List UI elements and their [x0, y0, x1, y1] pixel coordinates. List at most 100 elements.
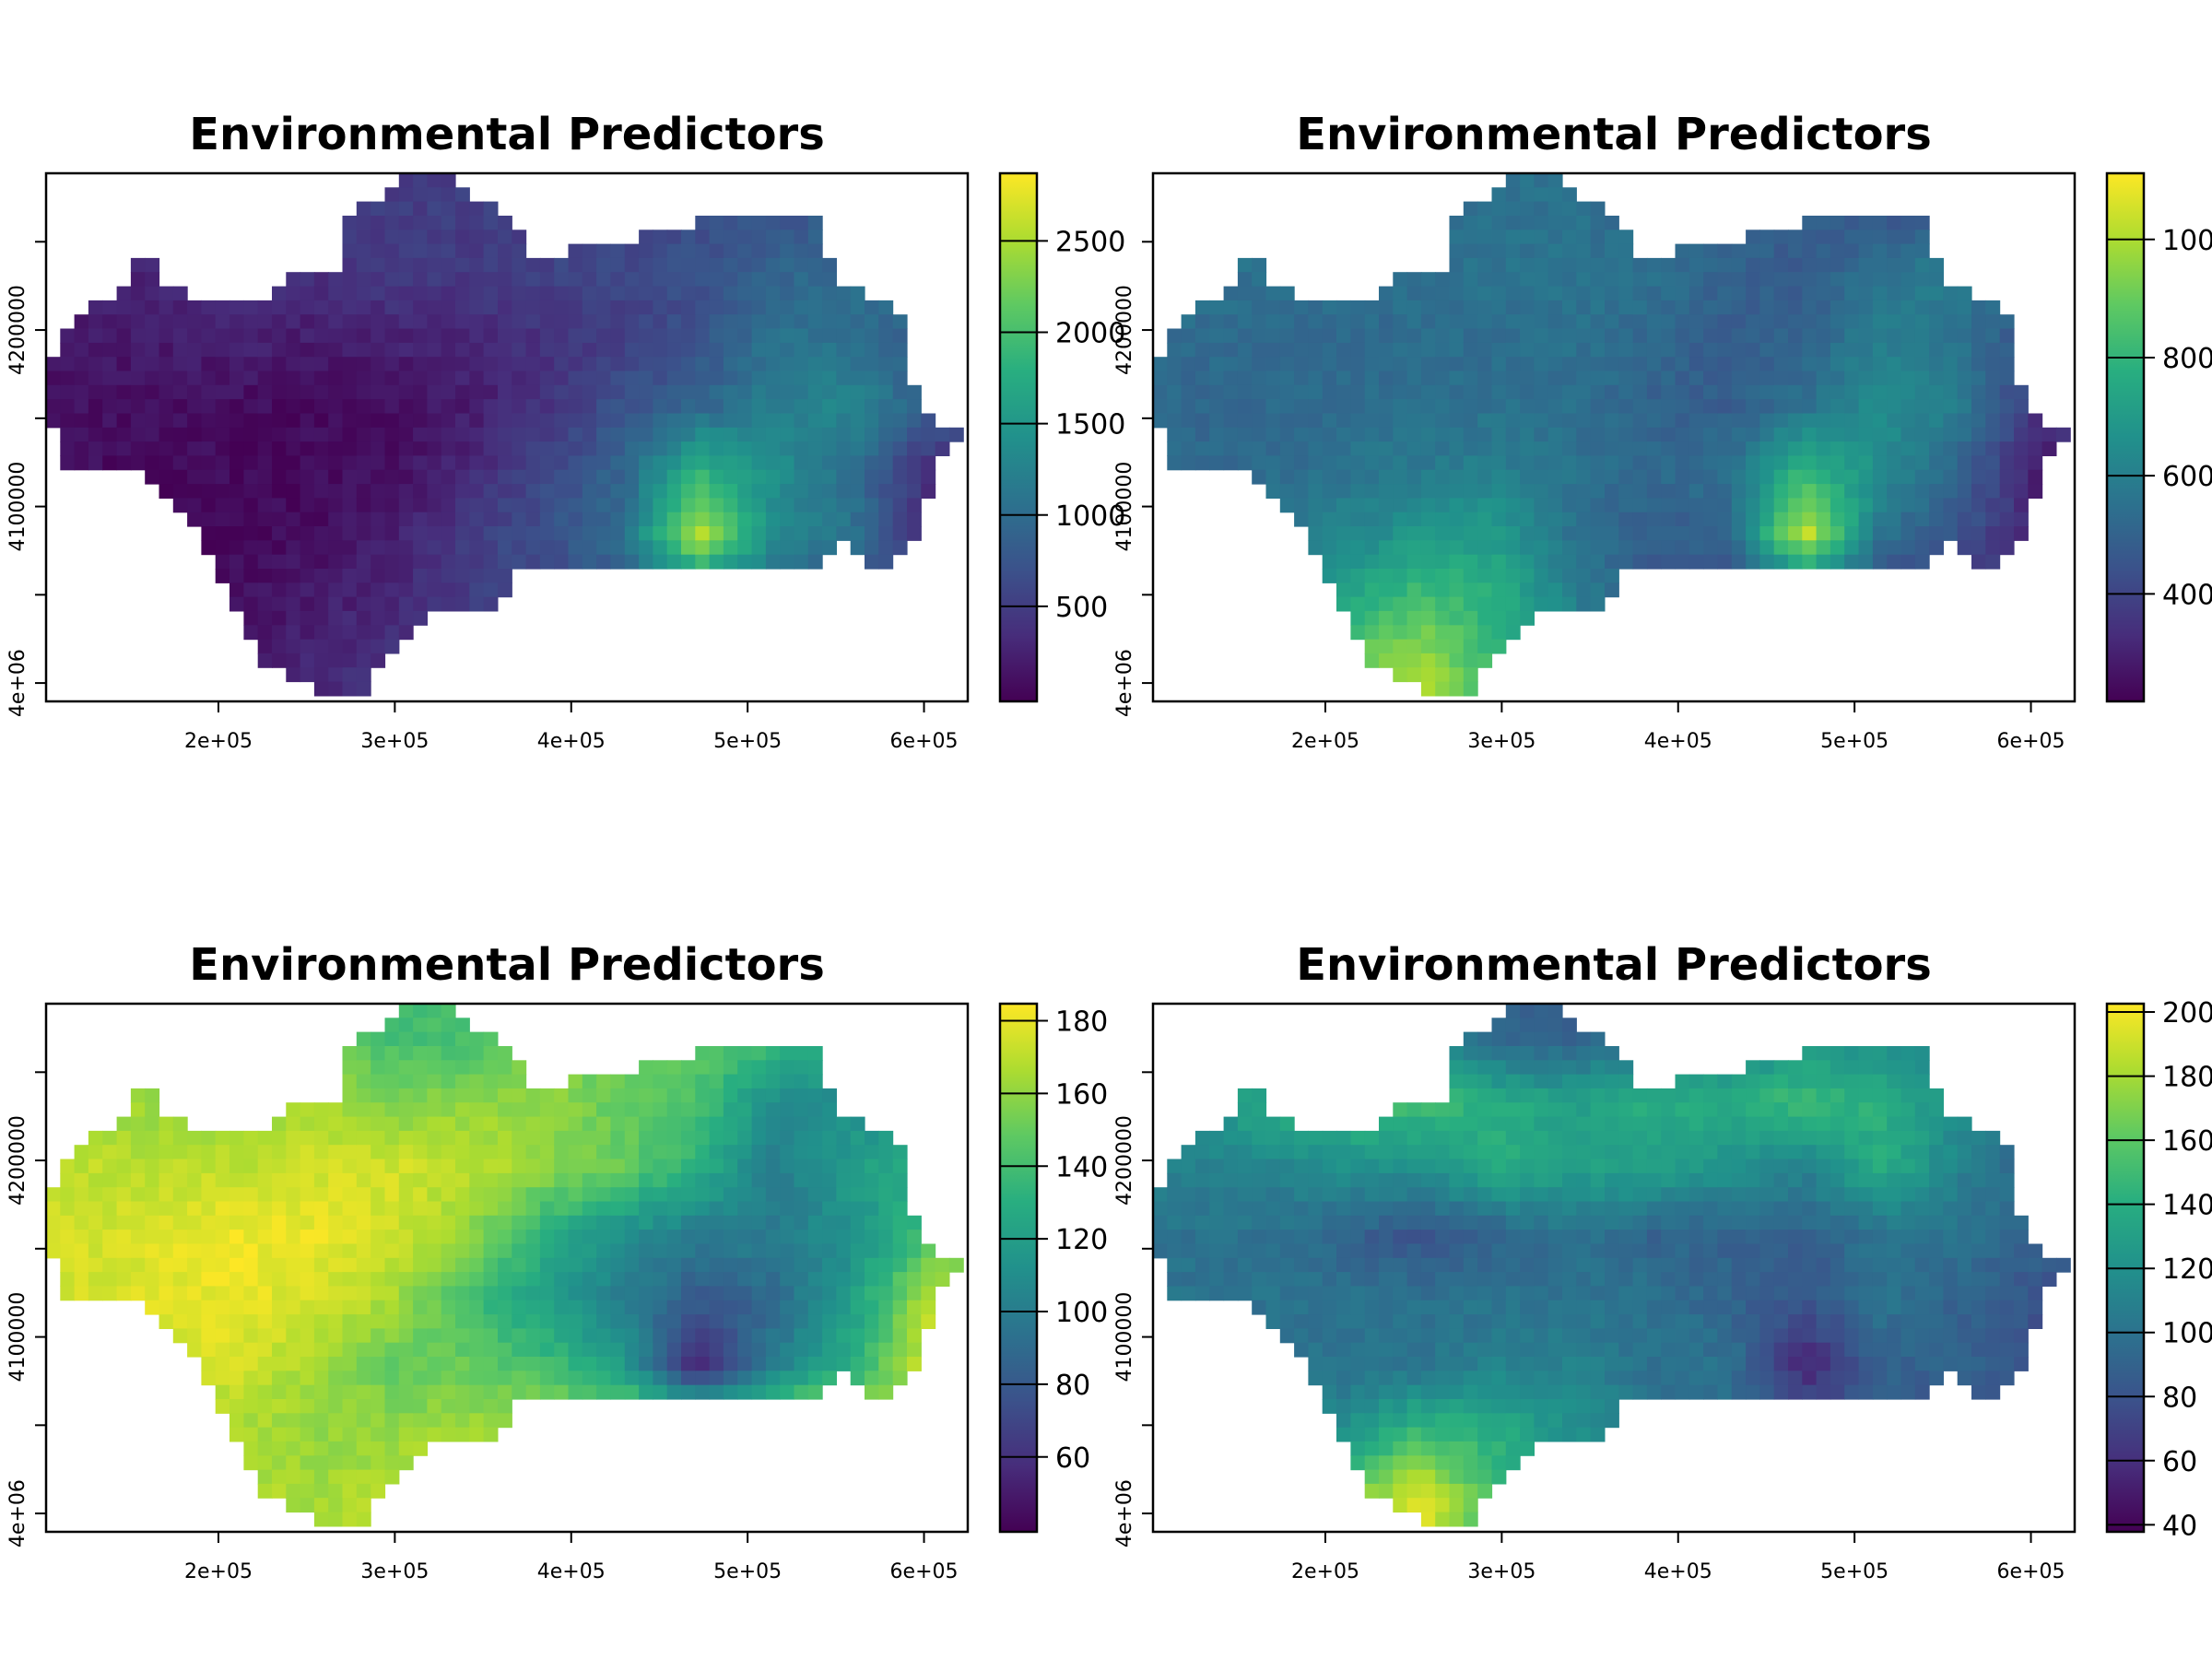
raster-cell	[865, 1272, 879, 1287]
raster-cell	[172, 469, 188, 485]
raster-cell	[723, 1145, 738, 1160]
raster-cell	[1350, 1215, 1366, 1230]
raster-cell	[695, 1172, 711, 1188]
raster-cell	[1350, 1427, 1366, 1442]
raster-cell	[639, 1187, 653, 1203]
raster-cell	[1731, 286, 1747, 301]
raster-cell	[1491, 1074, 1507, 1089]
raster-cell	[1605, 357, 1619, 372]
raster-cell	[737, 1384, 753, 1400]
raster-cell	[539, 314, 555, 330]
raster-cell	[1929, 469, 1944, 485]
raster-cell	[878, 399, 894, 414]
raster-cell	[737, 1243, 753, 1259]
raster-cell	[1364, 441, 1380, 456]
raster-cell	[1477, 653, 1493, 668]
raster-cell	[455, 1357, 470, 1371]
raster-cell	[1209, 371, 1225, 386]
raster-cell	[653, 1230, 668, 1244]
raster-cell	[610, 441, 626, 456]
raster-cell	[159, 1243, 174, 1259]
raster-cell	[1279, 498, 1295, 513]
raster-cell	[427, 1046, 442, 1061]
raster-cell	[653, 1187, 668, 1203]
raster-cell	[286, 569, 301, 583]
raster-cell	[313, 328, 329, 344]
raster-cell	[1393, 469, 1408, 485]
raster-cell	[1491, 1371, 1507, 1386]
raster-cell	[1294, 512, 1309, 527]
raster-cell	[187, 1272, 202, 1287]
raster-cell	[1505, 1257, 1521, 1273]
raster-cell	[398, 625, 414, 641]
raster-cell	[342, 484, 358, 499]
raster-cell	[1520, 512, 1535, 527]
raster-cell	[1279, 1286, 1295, 1301]
raster-cell	[313, 371, 329, 386]
raster-cell	[1576, 216, 1592, 230]
raster-cell	[1252, 1102, 1267, 1118]
raster-cell	[1279, 384, 1295, 400]
raster-cell	[356, 342, 371, 358]
raster-cell	[469, 357, 485, 372]
raster-cell	[498, 342, 512, 358]
raster-cell	[1816, 469, 1831, 485]
raster-cell	[1393, 441, 1408, 456]
raster-cell	[286, 1314, 301, 1329]
raster-cell	[695, 1328, 711, 1344]
raster-cell	[1731, 484, 1747, 499]
raster-cell	[1393, 1399, 1408, 1414]
raster-cell	[1420, 1159, 1436, 1174]
plot-frame	[1151, 171, 2077, 703]
raster-cell	[1322, 427, 1337, 442]
raster-cell	[1505, 1272, 1521, 1287]
raster-cell	[313, 1427, 329, 1442]
raster-cell	[1547, 314, 1563, 330]
raster-cell	[723, 1215, 738, 1230]
raster-cell	[1350, 1328, 1366, 1344]
raster-cell	[1364, 1286, 1380, 1301]
raster-cell	[1435, 1413, 1451, 1429]
raster-cell	[1491, 1102, 1507, 1118]
raster-cell	[1999, 526, 2015, 541]
raster-cell	[441, 1130, 456, 1146]
raster-cell	[469, 1031, 485, 1047]
raster-cell	[1237, 384, 1253, 400]
raster-cell	[1420, 314, 1436, 330]
raster-cell	[539, 1145, 555, 1160]
raster-cell	[342, 526, 358, 541]
raster-cell	[300, 1469, 315, 1485]
raster-cell	[512, 1243, 527, 1259]
raster-cell	[1350, 610, 1366, 626]
raster-cell	[681, 1257, 696, 1273]
raster-cell	[1731, 300, 1747, 315]
raster-cell	[1547, 257, 1563, 273]
raster-cell	[610, 1286, 626, 1301]
raster-cell	[666, 1060, 682, 1076]
raster-cell	[1520, 569, 1535, 583]
raster-cell	[1420, 1371, 1436, 1386]
raster-cell	[74, 413, 89, 429]
raster-cell	[300, 1413, 315, 1429]
raster-cell	[639, 243, 653, 259]
raster-cell	[342, 1427, 358, 1442]
raster-cell	[201, 484, 217, 499]
raster-cell	[130, 413, 146, 429]
raster-cell	[413, 1145, 428, 1160]
raster-cell	[1364, 1399, 1380, 1414]
raster-cell	[328, 1243, 344, 1259]
raster-cell	[1393, 596, 1408, 612]
raster-cell	[1562, 314, 1577, 330]
raster-cell	[1279, 286, 1295, 301]
raster-cell	[525, 314, 541, 330]
raster-cell	[624, 286, 640, 301]
raster-cell	[1505, 1187, 1521, 1203]
colorbar-tick-label: 120	[1055, 1224, 1108, 1256]
raster-cell	[1406, 1243, 1422, 1259]
raster-cell	[865, 1130, 879, 1146]
raster-cell	[737, 216, 753, 230]
raster-cell	[455, 1427, 470, 1442]
raster-cell	[554, 484, 570, 499]
raster-cell	[1167, 427, 1182, 442]
raster-cell	[737, 512, 753, 527]
